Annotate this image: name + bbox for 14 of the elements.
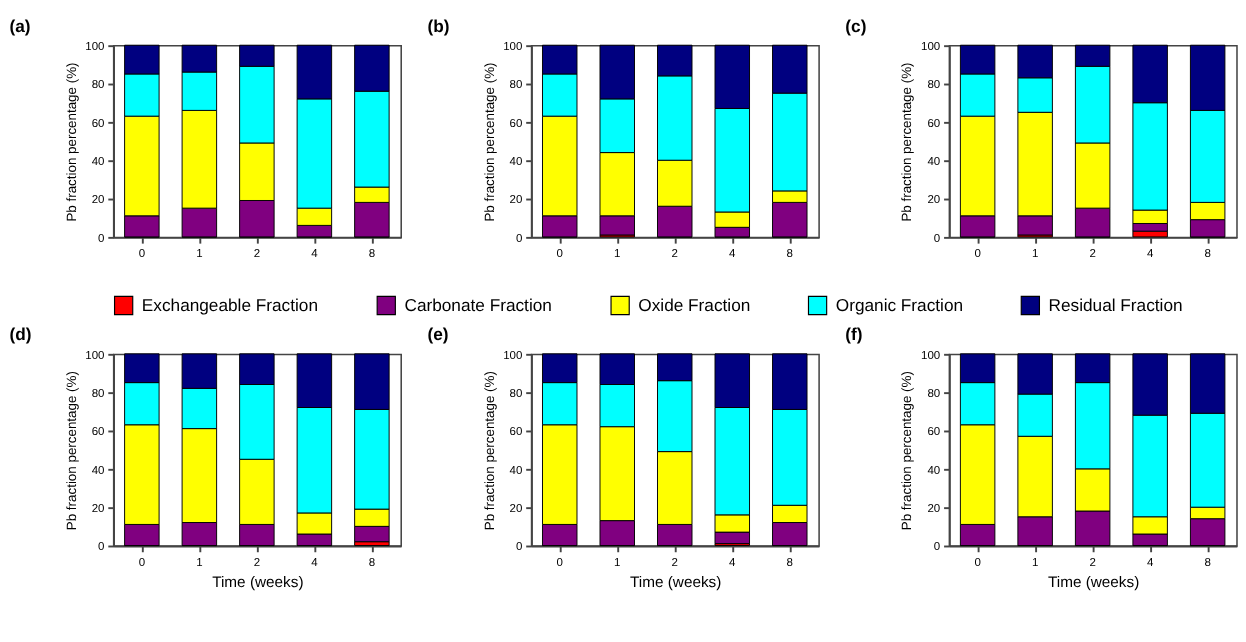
legend-label: Organic Fraction — [835, 295, 964, 316]
chart-title: (a) — [9, 15, 31, 36]
chart-title: (b) — [427, 15, 450, 36]
chart-title: (c) — [845, 15, 867, 36]
chart-title: (d) — [9, 324, 32, 345]
legend-label: Carbonate Fraction — [404, 295, 553, 316]
x-axis-title: Time (weeks) — [1047, 572, 1141, 591]
legend-label: Oxide Fraction — [638, 295, 751, 316]
chart-title: (e) — [427, 324, 449, 345]
chart-title: (f) — [845, 324, 863, 345]
x-axis-title: Time (weeks) — [212, 572, 305, 591]
legend-label: Exchangeable Fraction — [141, 295, 319, 316]
legend-label: Residual Fraction — [1048, 295, 1183, 316]
x-axis-title: Time (weeks) — [630, 572, 723, 591]
